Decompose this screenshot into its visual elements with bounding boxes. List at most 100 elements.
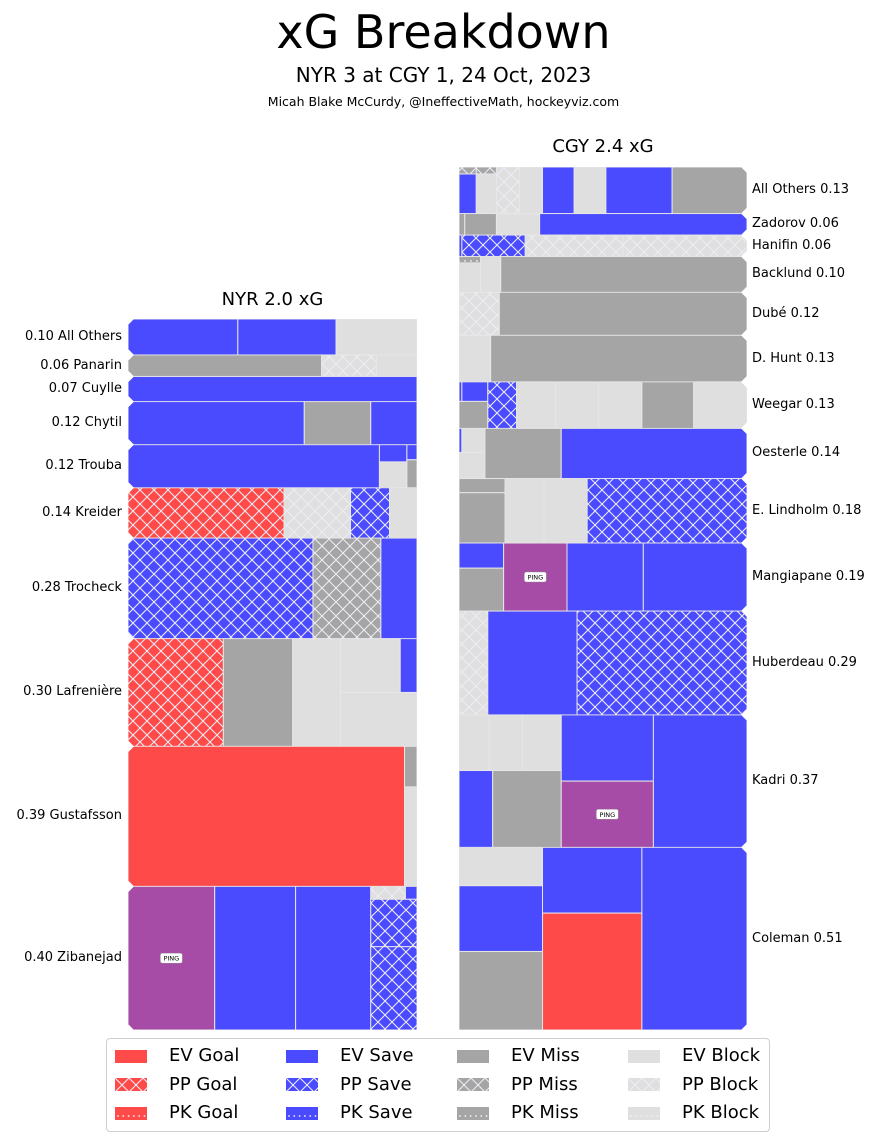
shot-tile-ev-save bbox=[128, 376, 417, 402]
shot-tile-ev-save bbox=[641, 847, 747, 1030]
shot-tile-ev-block bbox=[554, 381, 600, 429]
legend-item: EV Miss bbox=[457, 1043, 580, 1069]
legend-item: PK Goal bbox=[115, 1100, 238, 1126]
legend-label: PP Save bbox=[340, 1073, 412, 1095]
chart-subtitle: NYR 3 at CGY 1, 24 Oct, 2023 bbox=[295, 63, 592, 87]
shot-tile-ev-save bbox=[459, 173, 477, 214]
shot-tile-ev-save bbox=[487, 611, 578, 715]
shot-tile-ev-block bbox=[488, 714, 523, 772]
legend-item: PP Goal bbox=[115, 1072, 237, 1098]
tile-hatch bbox=[459, 611, 488, 715]
tile-hatch bbox=[459, 167, 477, 174]
player-row-cgy bbox=[459, 428, 747, 479]
shot-tile-ev-block bbox=[389, 487, 417, 539]
player-label: Dubé 0.12 bbox=[752, 305, 820, 321]
shot-tile-ev-block bbox=[339, 691, 417, 747]
player-label: Hanifin 0.06 bbox=[752, 237, 832, 253]
tile-hatch bbox=[459, 256, 481, 263]
tile-hatch bbox=[350, 487, 390, 539]
legend-item: PK Block bbox=[628, 1100, 759, 1126]
player-label: 0.10 All Others bbox=[24, 328, 122, 344]
legend-swatch-pk-block bbox=[628, 1106, 660, 1120]
shot-tile-ev-block bbox=[376, 354, 417, 377]
shot-tile-ev-miss bbox=[222, 638, 294, 747]
shot-tile-ev-block bbox=[339, 638, 401, 693]
shot-tile-ev-goal bbox=[542, 912, 643, 1030]
shot-tile-ev-block bbox=[495, 213, 541, 236]
shot-tile-ev-miss bbox=[459, 567, 505, 612]
shot-tile-ev-save bbox=[539, 213, 747, 236]
shot-tile-ev-save bbox=[404, 886, 417, 900]
shot-tile-ev-block bbox=[543, 478, 588, 543]
tile-hatch bbox=[128, 638, 224, 747]
legend-label: PP Block bbox=[682, 1073, 759, 1095]
player-label: 0.12 Trouba bbox=[45, 458, 122, 474]
player-label: Weegar 0.13 bbox=[752, 397, 835, 413]
tile-hatch bbox=[525, 235, 624, 257]
legend-swatch-pp-goal bbox=[115, 1078, 147, 1091]
legend-item: PK Save bbox=[286, 1100, 413, 1126]
tile-hatch bbox=[128, 487, 285, 539]
shot-tile-ev-block bbox=[292, 638, 341, 747]
tile-hatch bbox=[459, 292, 500, 336]
legend-label: PK Miss bbox=[511, 1102, 579, 1123]
shot-tile-ev-miss bbox=[671, 167, 747, 214]
shot-tile-ev-miss bbox=[404, 746, 417, 788]
player-row-cgy bbox=[459, 847, 747, 1030]
nyr-treemap: PING bbox=[128, 319, 417, 1030]
tile-hatch bbox=[312, 538, 381, 639]
shot-tile-ev-save bbox=[560, 428, 747, 479]
player-row-nyr bbox=[128, 319, 417, 355]
player-row-cgy bbox=[459, 478, 747, 543]
legend-label: EV Save bbox=[340, 1045, 414, 1066]
shot-tile-ev-save bbox=[406, 444, 417, 461]
player-row-nyr bbox=[128, 376, 417, 402]
shot-tile-ev-save bbox=[459, 885, 544, 952]
player-row-cgy bbox=[459, 235, 747, 257]
legend-swatch-pp-block bbox=[628, 1078, 660, 1091]
cgy-panel-title: CGY 2.4 xG bbox=[552, 136, 654, 157]
tile-hatch bbox=[577, 611, 747, 715]
player-label: 0.40 Zibanejad bbox=[24, 950, 122, 966]
shot-tile-ev-miss bbox=[484, 428, 562, 479]
legend-item: EV Save bbox=[286, 1043, 414, 1069]
shot-tile-ev-save bbox=[370, 401, 417, 445]
player-row-cgy bbox=[459, 292, 747, 336]
shot-tile-ev-block bbox=[459, 451, 486, 479]
tile-hatch bbox=[370, 946, 417, 1030]
legend-item: PP Save bbox=[286, 1072, 412, 1098]
player-label: Coleman 0.51 bbox=[752, 930, 843, 946]
shot-tile-ev-miss bbox=[303, 401, 372, 445]
shot-tile-ev-save bbox=[128, 319, 239, 355]
legend-swatch-ev-block bbox=[628, 1049, 660, 1063]
legend-item: EV Block bbox=[628, 1043, 760, 1069]
legend-item: PP Block bbox=[628, 1072, 758, 1098]
player-label: Kadri 0.37 bbox=[752, 773, 819, 789]
tile-hatch bbox=[321, 354, 377, 377]
shot-tile-ev-save bbox=[237, 319, 337, 355]
shot-tile-ev-save bbox=[459, 770, 494, 848]
player-row-cgy bbox=[459, 167, 747, 214]
legend-item: EV Goal bbox=[115, 1043, 239, 1069]
legend-swatch-pp-save bbox=[286, 1078, 318, 1091]
shot-tile-ev-block bbox=[459, 262, 482, 293]
shot-tile-ev-miss bbox=[498, 292, 747, 336]
shot-tile-ev-block bbox=[573, 167, 607, 214]
shot-tile-ev-miss bbox=[500, 256, 747, 293]
tile-hatch bbox=[370, 899, 417, 947]
shot-tile-ev-block bbox=[518, 167, 544, 214]
legend-swatch-ev-save bbox=[286, 1049, 318, 1063]
player-row-nyr bbox=[128, 638, 417, 747]
player-label: 0.39 Gustafsson bbox=[16, 808, 122, 824]
legend-label: PK Save bbox=[340, 1102, 413, 1123]
shot-tile-ev-miss bbox=[492, 770, 562, 848]
legend-label: EV Miss bbox=[511, 1045, 580, 1066]
tile-hatch bbox=[623, 235, 747, 257]
nyr-panel-title: NYR 2.0 xG bbox=[221, 289, 324, 310]
tile-hatch bbox=[370, 886, 406, 900]
player-label: 0.06 Panarin bbox=[40, 357, 122, 373]
shot-tile-ev-miss bbox=[459, 492, 506, 543]
shot-tile-ev-save bbox=[399, 638, 417, 693]
tile-hatch bbox=[461, 235, 526, 257]
shot-tile-ev-miss bbox=[459, 213, 466, 236]
